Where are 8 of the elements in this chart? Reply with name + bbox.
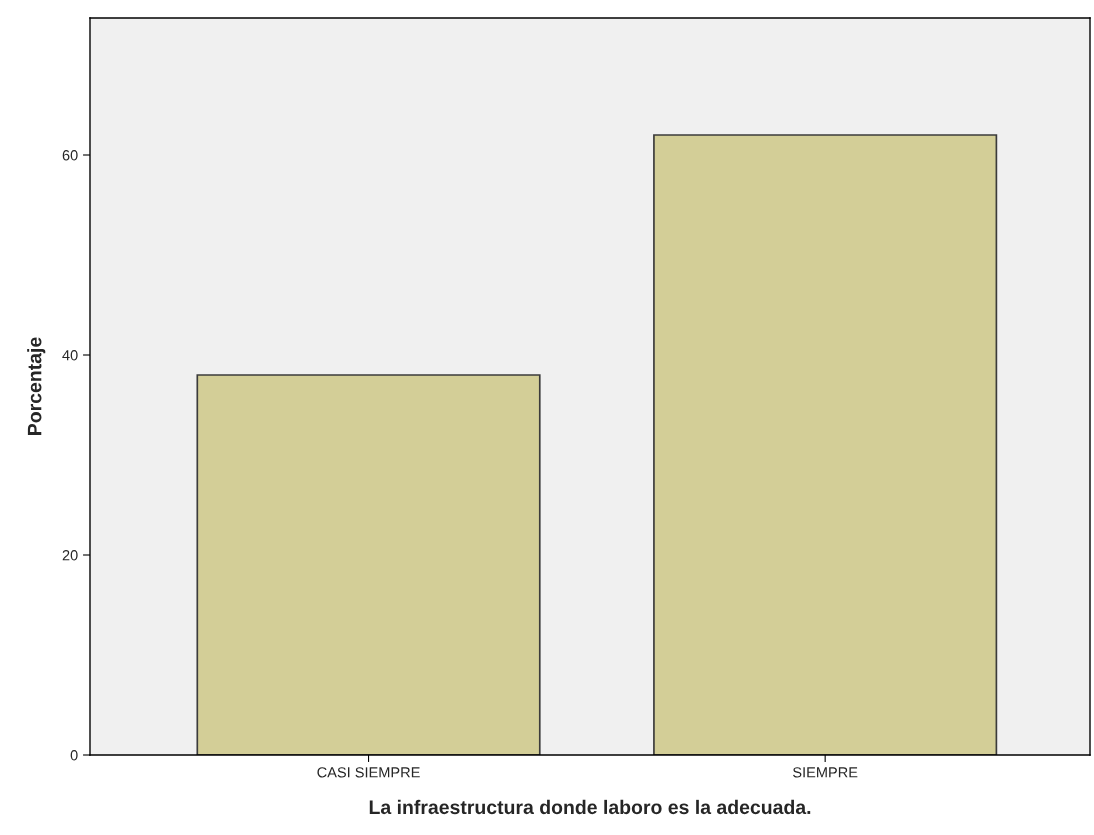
y-tick-label: 60 <box>62 150 78 161</box>
y-tick-label: 0 <box>70 750 78 761</box>
y-tick-label: 20 <box>62 550 78 561</box>
x-tick-label: SIEMPRE <box>793 767 858 778</box>
y-tick-label: 40 <box>62 350 78 361</box>
x-axis-title: La infraestructura donde laboro es la adecuada. <box>369 799 811 815</box>
y-axis-title: Porcentaje <box>27 337 46 435</box>
x-tick-label: CASI SIEMPRE <box>317 767 420 778</box>
